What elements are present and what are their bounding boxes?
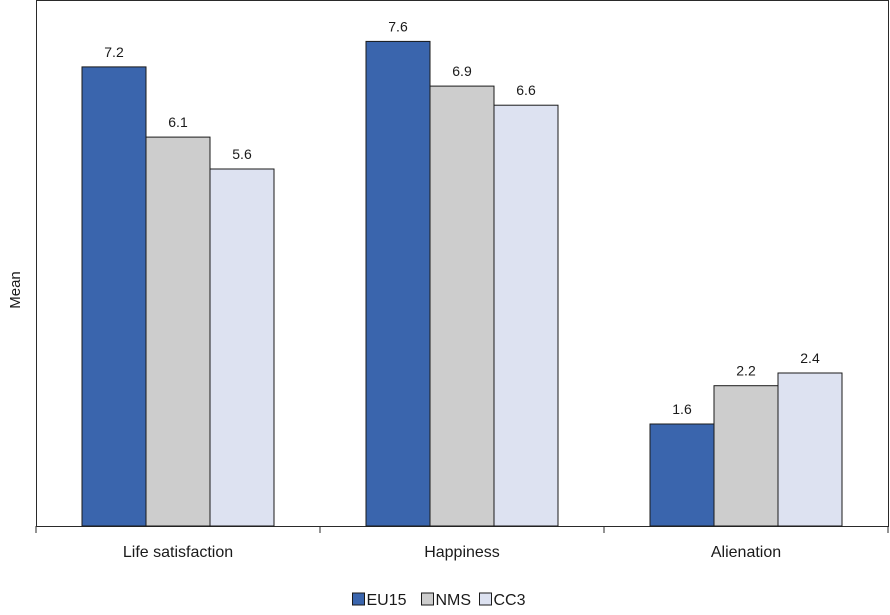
- data-label-happiness-nms: 6.9: [452, 63, 472, 79]
- data-labels-layer: 7.2 6.1 5.6 7.6 6.9 6.6 1.6 2.2 2.4: [104, 18, 820, 417]
- bar-happiness-cc3: [493, 104, 559, 527]
- bar-happiness-nms: [429, 85, 495, 527]
- data-label-alienation-nms: 2.2: [736, 363, 756, 379]
- legend-label-cc3: CC3: [494, 592, 526, 609]
- bar-alienation-cc3: [777, 372, 843, 527]
- bar-alienation-nms: [713, 385, 779, 527]
- legend-swatch-cc3: [479, 592, 492, 606]
- data-label-life-satisfaction-nms: 6.1: [168, 114, 188, 130]
- legend: EU15 NMS CC3: [352, 592, 526, 609]
- x-tick-label-happiness: Happiness: [424, 544, 500, 561]
- data-label-happiness-eu15: 7.6: [388, 18, 408, 34]
- bars-layer: [81, 40, 843, 527]
- bar-life-satisfaction-cc3: [209, 168, 275, 527]
- data-label-alienation-cc3: 2.4: [800, 350, 820, 366]
- bar-happiness-eu15: [365, 40, 431, 527]
- y-axis-label: Mean: [7, 271, 24, 309]
- x-tick-label-alienation: Alienation: [711, 544, 781, 561]
- data-label-alienation-eu15: 1.6: [672, 401, 692, 417]
- data-label-life-satisfaction-cc3: 5.6: [232, 146, 252, 162]
- legend-swatch-eu15: [352, 592, 365, 606]
- legend-label-nms: NMS: [436, 592, 472, 609]
- legend-label-eu15: EU15: [367, 592, 407, 609]
- data-label-happiness-cc3: 6.6: [516, 82, 536, 98]
- legend-swatch-nms: [421, 592, 434, 606]
- x-axis: Life satisfaction Happiness Alienation: [35, 526, 889, 561]
- bar-life-satisfaction-nms: [145, 136, 211, 527]
- x-tick-label-life-satisfaction: Life satisfaction: [123, 544, 233, 561]
- bar-life-satisfaction-eu15: [81, 66, 147, 527]
- bar-alienation-eu15: [649, 423, 715, 527]
- data-label-life-satisfaction-eu15: 7.2: [104, 44, 124, 60]
